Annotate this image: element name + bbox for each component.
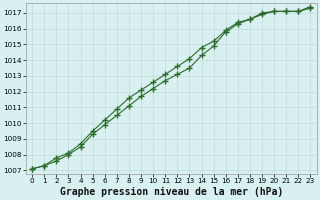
X-axis label: Graphe pression niveau de la mer (hPa): Graphe pression niveau de la mer (hPa): [60, 186, 283, 197]
